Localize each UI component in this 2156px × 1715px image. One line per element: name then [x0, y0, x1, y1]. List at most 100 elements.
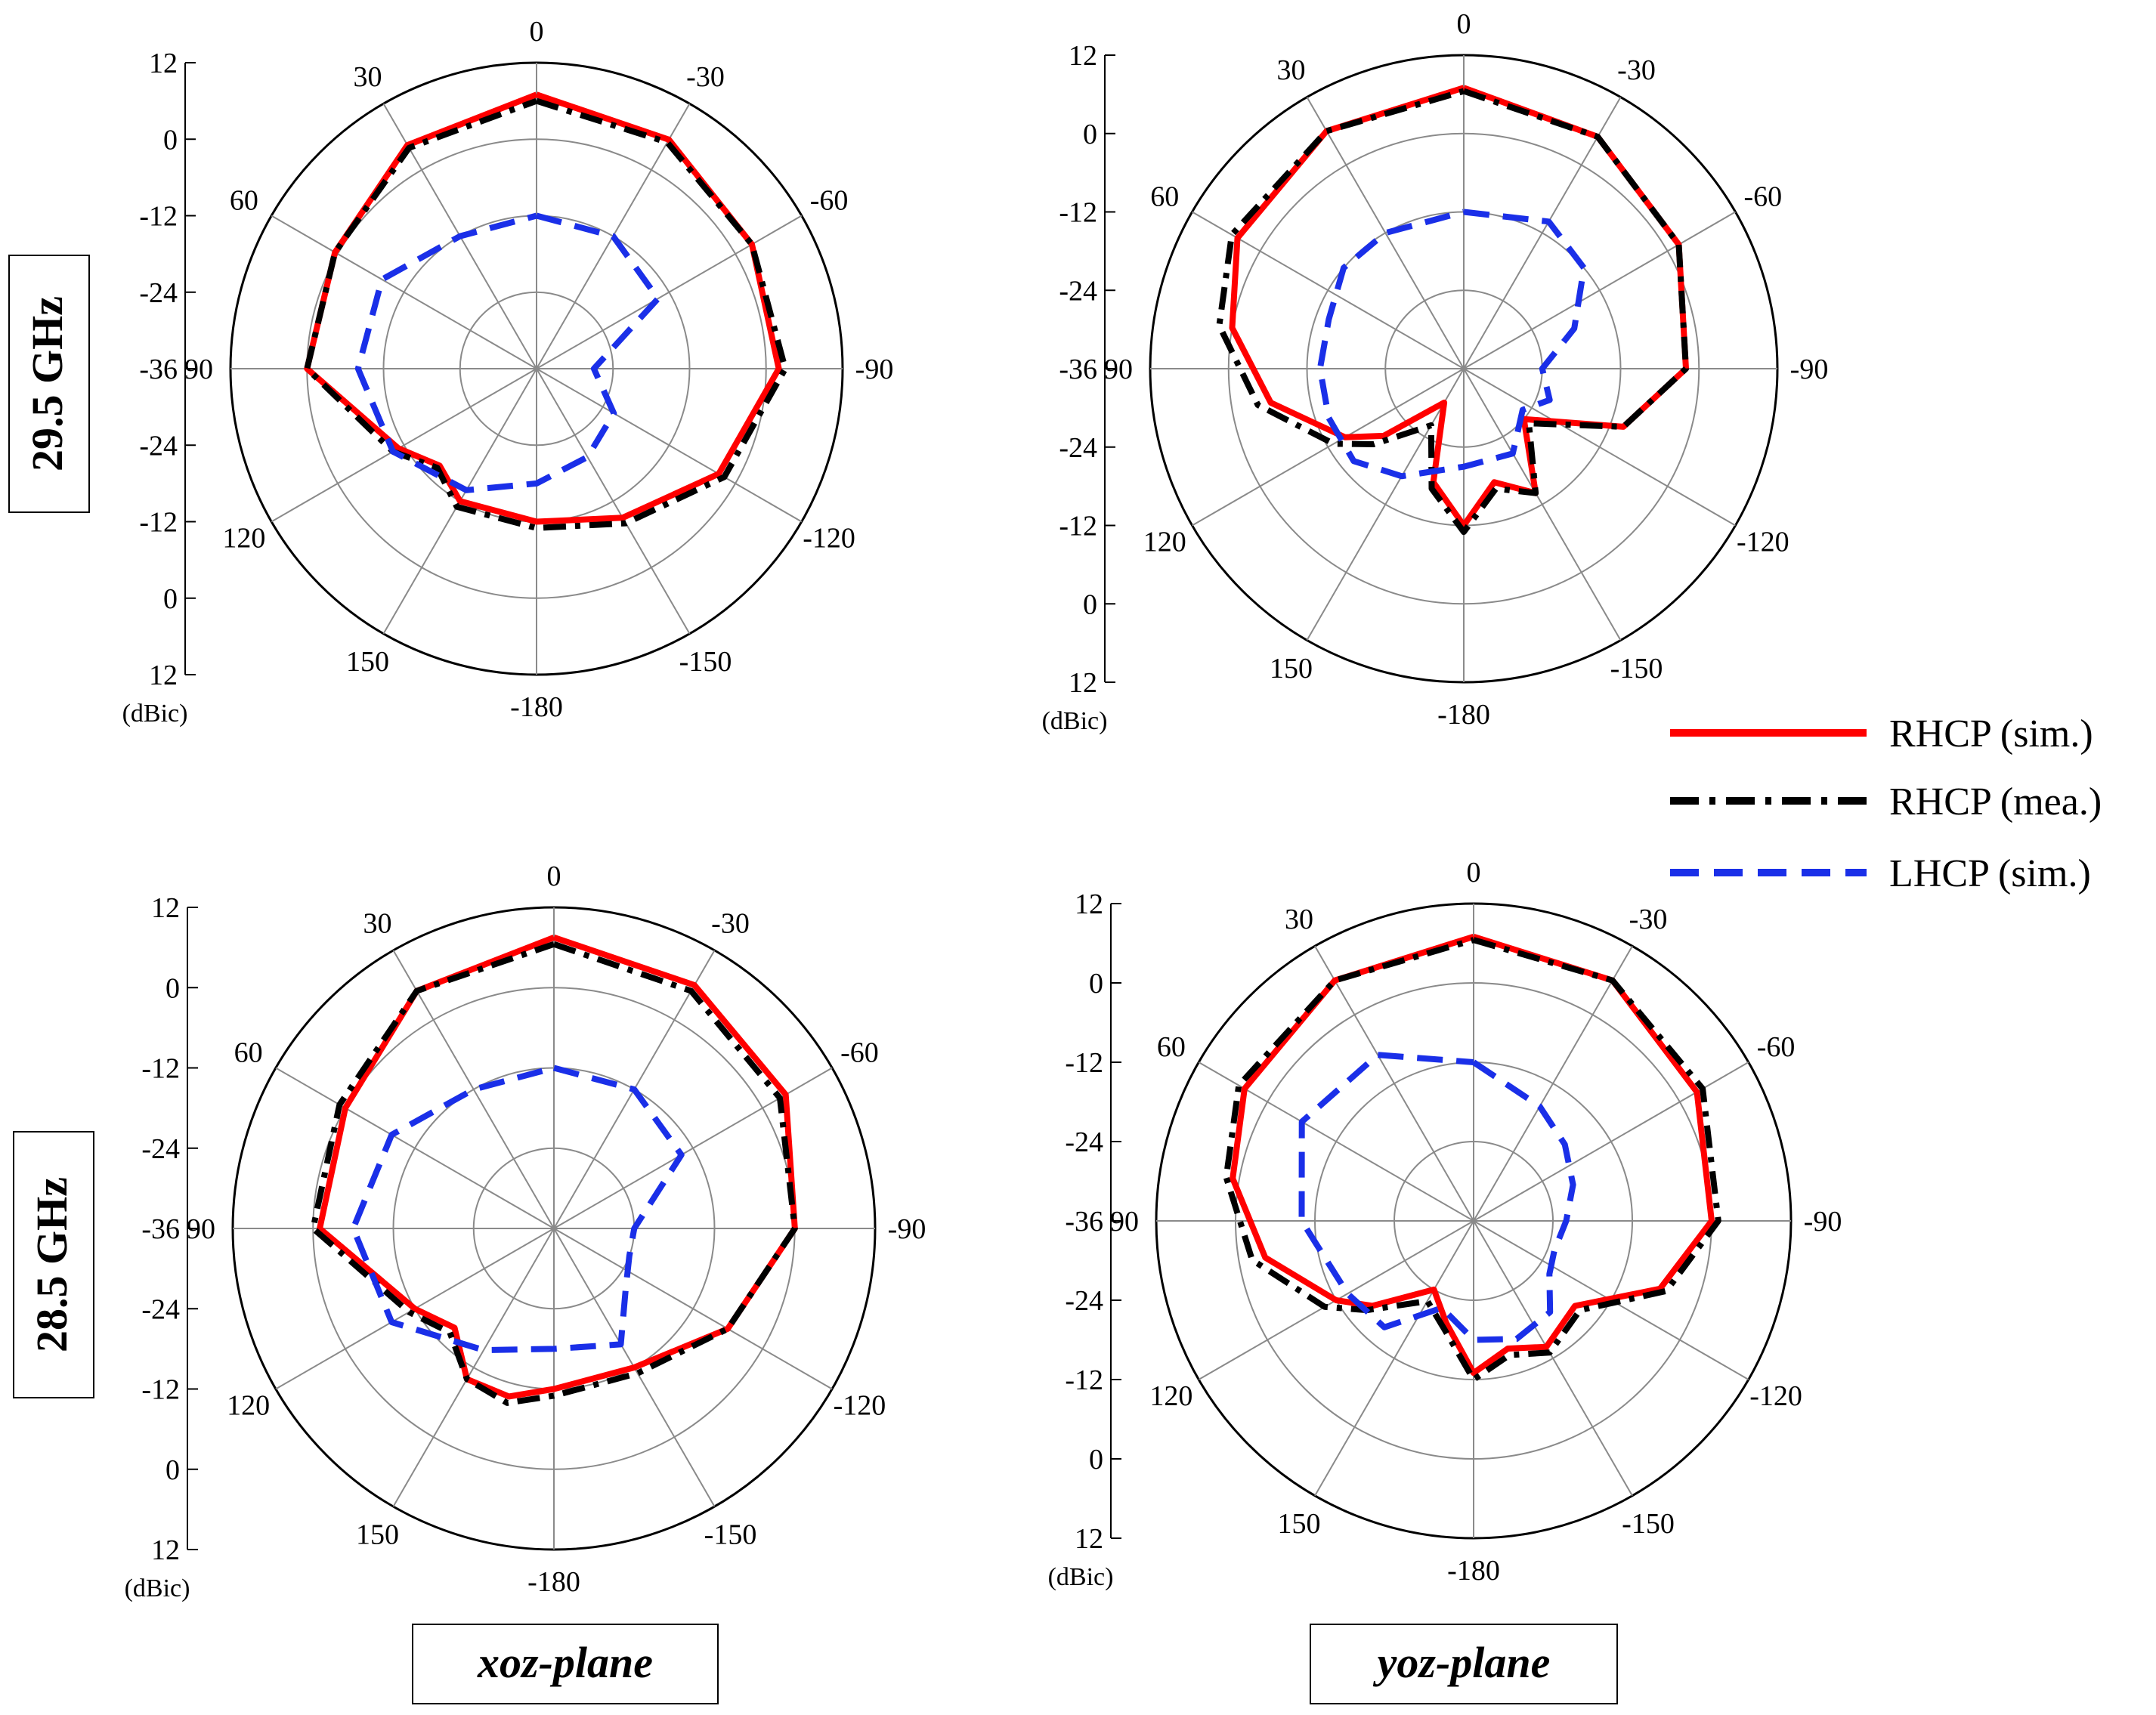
radial-tick-label: -24 — [141, 1293, 180, 1325]
angle-tick-label: 30 — [1277, 54, 1306, 86]
angle-tick-label: -120 — [1749, 1380, 1802, 1412]
angle-tick-label: -180 — [1437, 699, 1490, 731]
radial-tick-label: -12 — [1059, 197, 1097, 229]
angle-tick-label: 150 — [346, 646, 389, 678]
radial-tick-label: 0 — [1089, 1444, 1103, 1476]
radial-tick-label: -24 — [1059, 275, 1097, 307]
angle-tick-label: -30 — [1617, 54, 1656, 86]
polar-plots: 0-30-60-90-120-150-180150120906030120-12… — [122, 8, 1842, 1602]
angle-tick-label: 150 — [1270, 653, 1313, 684]
angle-tick-label: 60 — [234, 1037, 263, 1069]
grid-spoke — [1463, 97, 1622, 369]
radial-tick-label: -24 — [1059, 432, 1097, 464]
angle-tick-label: 0 — [547, 861, 561, 892]
series-rhcp-sim — [1229, 85, 1689, 529]
radial-tick-label: 12 — [1075, 1523, 1103, 1555]
angle-tick-label: -90 — [1804, 1206, 1842, 1238]
grid-spoke — [1473, 1220, 1633, 1497]
angle-tick-label: -180 — [1447, 1555, 1500, 1587]
column-label-yoz-text: yoz-plane — [1373, 1638, 1551, 1687]
grid-spoke — [271, 368, 537, 523]
unit-label: (dBic) — [122, 700, 188, 728]
radial-tick-label: 0 — [165, 1454, 180, 1486]
radial-tick-label: 12 — [151, 892, 180, 924]
radial-tick-label: -12 — [1065, 1364, 1103, 1396]
grid-spoke — [1463, 211, 1736, 369]
radial-tick-label: 12 — [149, 660, 178, 691]
angle-tick-label: -120 — [803, 523, 855, 555]
angle-tick-label: 0 — [1457, 8, 1471, 40]
radial-tick-label: 0 — [1083, 589, 1097, 620]
radial-tick-label: 12 — [1075, 888, 1103, 920]
legend-label-rhcp-mea: RHCP (mea.) — [1889, 780, 2102, 824]
grid-spoke — [271, 215, 537, 369]
angle-tick-label: 30 — [363, 908, 392, 940]
angle-tick-label: 0 — [1467, 857, 1481, 888]
radial-tick-label: -24 — [141, 1133, 180, 1165]
series-rhcp-sim — [304, 91, 782, 525]
angle-tick-label: -60 — [810, 185, 849, 217]
angle-tick-label: -150 — [1610, 653, 1663, 684]
angle-tick-label: -60 — [840, 1037, 879, 1069]
radial-tick-label: 12 — [1069, 667, 1097, 699]
angle-tick-label: -120 — [834, 1390, 886, 1422]
radial-tick-label: 0 — [163, 583, 178, 615]
radial-tick-label: -36 — [139, 354, 178, 385]
angle-tick-label: -150 — [679, 646, 732, 678]
angle-tick-label: 120 — [227, 1390, 270, 1422]
grid-spoke — [536, 215, 803, 369]
grid-spoke — [536, 368, 691, 635]
radial-tick-label: -24 — [1065, 1285, 1103, 1317]
polar-chart-yoz-29.5: 0-30-60-90-120-150-180150120906030120-12… — [1042, 8, 1829, 735]
radial-tick-label: 12 — [151, 1534, 180, 1566]
angle-tick-label: 60 — [1157, 1031, 1186, 1063]
row-label-28-5: 28.5 GHz — [13, 1131, 94, 1398]
radial-tick-label: -12 — [139, 507, 178, 539]
grid-spoke — [536, 368, 803, 523]
angle-tick-label: -90 — [888, 1213, 926, 1245]
radial-tick-label: -24 — [1065, 1126, 1103, 1158]
grid-spoke — [392, 1228, 555, 1507]
angle-tick-label: -180 — [527, 1566, 580, 1598]
legend-label-rhcp-sim: RHCP (sim.) — [1889, 712, 2093, 756]
grid-spoke — [392, 950, 555, 1229]
angle-tick-label: -120 — [1737, 527, 1789, 558]
angle-tick-label: 150 — [356, 1519, 399, 1550]
radial-tick-label: -36 — [1065, 1206, 1103, 1238]
angle-tick-label: -90 — [1790, 354, 1829, 385]
radial-tick-label: 12 — [1069, 40, 1097, 72]
angle-tick-label: 150 — [1278, 1508, 1321, 1540]
unit-label: (dBic) — [1042, 707, 1108, 735]
series-rhcp-mea — [310, 941, 798, 1406]
angle-tick-label: 60 — [1150, 181, 1179, 213]
angle-tick-label: -150 — [1622, 1508, 1675, 1540]
angle-tick-label: 0 — [530, 16, 544, 48]
grid-spoke — [1306, 97, 1465, 369]
angle-tick-label: -180 — [510, 691, 563, 723]
radial-tick-label: -12 — [1065, 1047, 1103, 1079]
radial-tick-label: -12 — [141, 1053, 180, 1085]
series-lhcp-sim — [354, 212, 661, 493]
polar-chart-xoz-29.5: 0-30-60-90-120-150-180150120906030120-12… — [122, 16, 894, 728]
polar-chart-yoz-28.5: 0-30-60-90-120-150-180150120906030120-12… — [1048, 857, 1842, 1591]
series-rhcp-sim — [317, 935, 798, 1400]
angle-tick-label: -150 — [704, 1519, 757, 1550]
series-lhcp-sim — [1298, 1052, 1576, 1343]
series-rhcp-mea — [304, 97, 789, 531]
column-label-xoz-text: xoz-plane — [477, 1638, 653, 1687]
angle-tick-label: 30 — [1285, 904, 1313, 935]
unit-label: (dBic) — [125, 1574, 190, 1602]
polar-chart-xoz-28.5: 0-30-60-90-120-150-180150120906030120-12… — [125, 861, 926, 1602]
grid-spoke — [553, 1228, 833, 1390]
radial-tick-label: -36 — [141, 1213, 180, 1245]
radial-tick-label: 0 — [1083, 119, 1097, 150]
radial-tick-label: -12 — [139, 201, 178, 233]
grid-spoke — [275, 1067, 555, 1229]
row-label-29-5-text: 29.5 GHz — [23, 296, 72, 471]
grid-spoke — [1463, 368, 1736, 527]
angle-tick-label: -90 — [855, 354, 894, 385]
grid-spoke — [1314, 1220, 1474, 1497]
column-label-yoz: yoz-plane — [1310, 1624, 1618, 1704]
radial-tick-label: -12 — [141, 1374, 180, 1406]
